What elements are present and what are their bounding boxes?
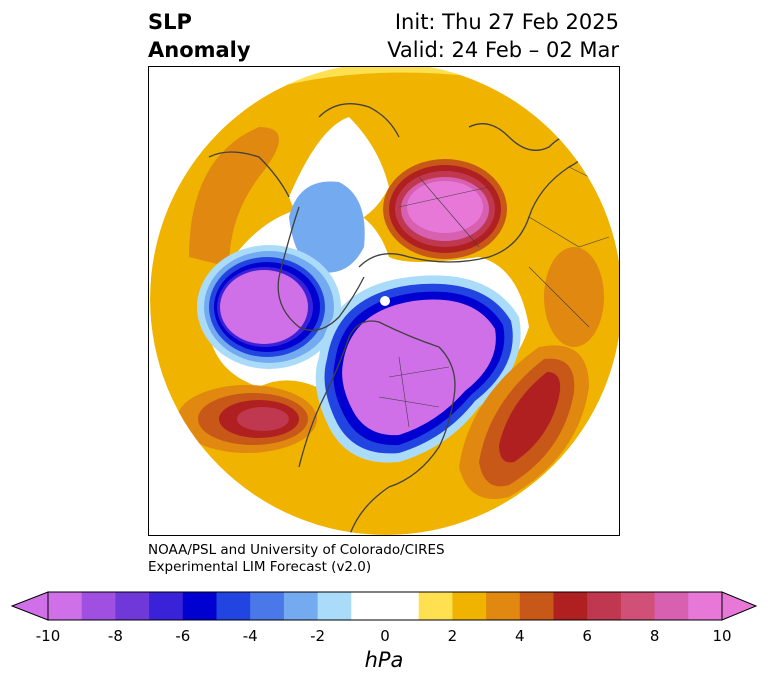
colorbar-cell bbox=[182, 592, 217, 620]
colorbar-cell bbox=[149, 592, 184, 620]
chart-title: SLP Anomaly bbox=[148, 8, 251, 64]
negative-lobe-west bbox=[197, 245, 341, 369]
orange-band-nw bbox=[189, 127, 279, 267]
colorbar-cell bbox=[587, 592, 622, 620]
coastlines bbox=[208, 103, 610, 535]
colorbar-outline bbox=[47, 591, 723, 621]
positive-max-north bbox=[383, 159, 507, 259]
colorbar-tick-label: -8 bbox=[107, 627, 123, 645]
colorbar-tick-label: -2 bbox=[310, 627, 326, 645]
colorbar-cell bbox=[351, 592, 386, 620]
positive-max-pacific bbox=[177, 385, 317, 453]
valid-range: Valid: 24 Feb – 02 Mar bbox=[387, 38, 619, 62]
colorbar-cell bbox=[115, 592, 150, 620]
colorbar-cell bbox=[385, 592, 420, 620]
colorbar-cell bbox=[452, 592, 487, 620]
map-panel bbox=[148, 66, 620, 536]
colorbar-tick-label: 8 bbox=[649, 627, 660, 645]
negative-region-arctic bbox=[289, 181, 365, 273]
colorbar-cell bbox=[688, 592, 723, 620]
colorbar-cell bbox=[654, 592, 689, 620]
positive-max-atlantic bbox=[459, 345, 589, 499]
colorbar-cell bbox=[620, 592, 656, 620]
slp-anomaly-map bbox=[150, 67, 619, 535]
anomaly-field bbox=[150, 67, 619, 535]
colorbar-cell bbox=[216, 592, 251, 620]
colorbar-cell bbox=[81, 592, 116, 620]
colorbar-tick-label: -10 bbox=[35, 627, 61, 645]
init-date: Init: Thu 27 Feb 2025 bbox=[394, 10, 619, 34]
borders bbox=[378, 166, 610, 428]
credit-text: NOAA/PSL and University of Colorado/CIRE… bbox=[148, 542, 445, 576]
colorbar-tick-label: 10 bbox=[712, 627, 732, 645]
colorbar-cells bbox=[48, 592, 723, 620]
colorbar-cell bbox=[553, 592, 588, 620]
title-line-2: Anomaly bbox=[148, 38, 251, 62]
colorbar-cell bbox=[519, 592, 554, 620]
pole-marker bbox=[380, 296, 390, 306]
colorbar-cell bbox=[250, 592, 285, 620]
colorbar-tick-label: 2 bbox=[447, 627, 458, 645]
colorbar-tick-label: 6 bbox=[582, 627, 592, 645]
colorbar-cell bbox=[486, 592, 521, 620]
colorbar-tick-label: -6 bbox=[175, 627, 191, 645]
colorbar bbox=[10, 591, 758, 621]
title-line-1: SLP bbox=[148, 10, 192, 34]
colorbar-tick-label: 4 bbox=[515, 627, 525, 645]
credit-line-1: NOAA/PSL and University of Colorado/CIRE… bbox=[148, 542, 445, 558]
credit-line-2: Experimental LIM Forecast (v2.0) bbox=[148, 559, 372, 575]
forecast-dates: Init: Thu 27 Feb 2025 Valid: 24 Feb – 02… bbox=[387, 8, 619, 64]
colorbar-units: hPa bbox=[364, 648, 404, 672]
colorbar-under-arrow bbox=[10, 591, 49, 621]
colorbar-cell bbox=[48, 592, 83, 620]
negative-lobe-central bbox=[315, 275, 521, 463]
colorbar-cell bbox=[418, 592, 453, 620]
colorbar-over-arrow bbox=[721, 591, 758, 621]
orange-band-east bbox=[544, 247, 604, 347]
colorbar-cell bbox=[283, 592, 319, 620]
colorbar-tick-label: 0 bbox=[380, 627, 390, 645]
colorbar-cell bbox=[317, 592, 352, 620]
colorbar-tick-label: -4 bbox=[242, 627, 258, 645]
